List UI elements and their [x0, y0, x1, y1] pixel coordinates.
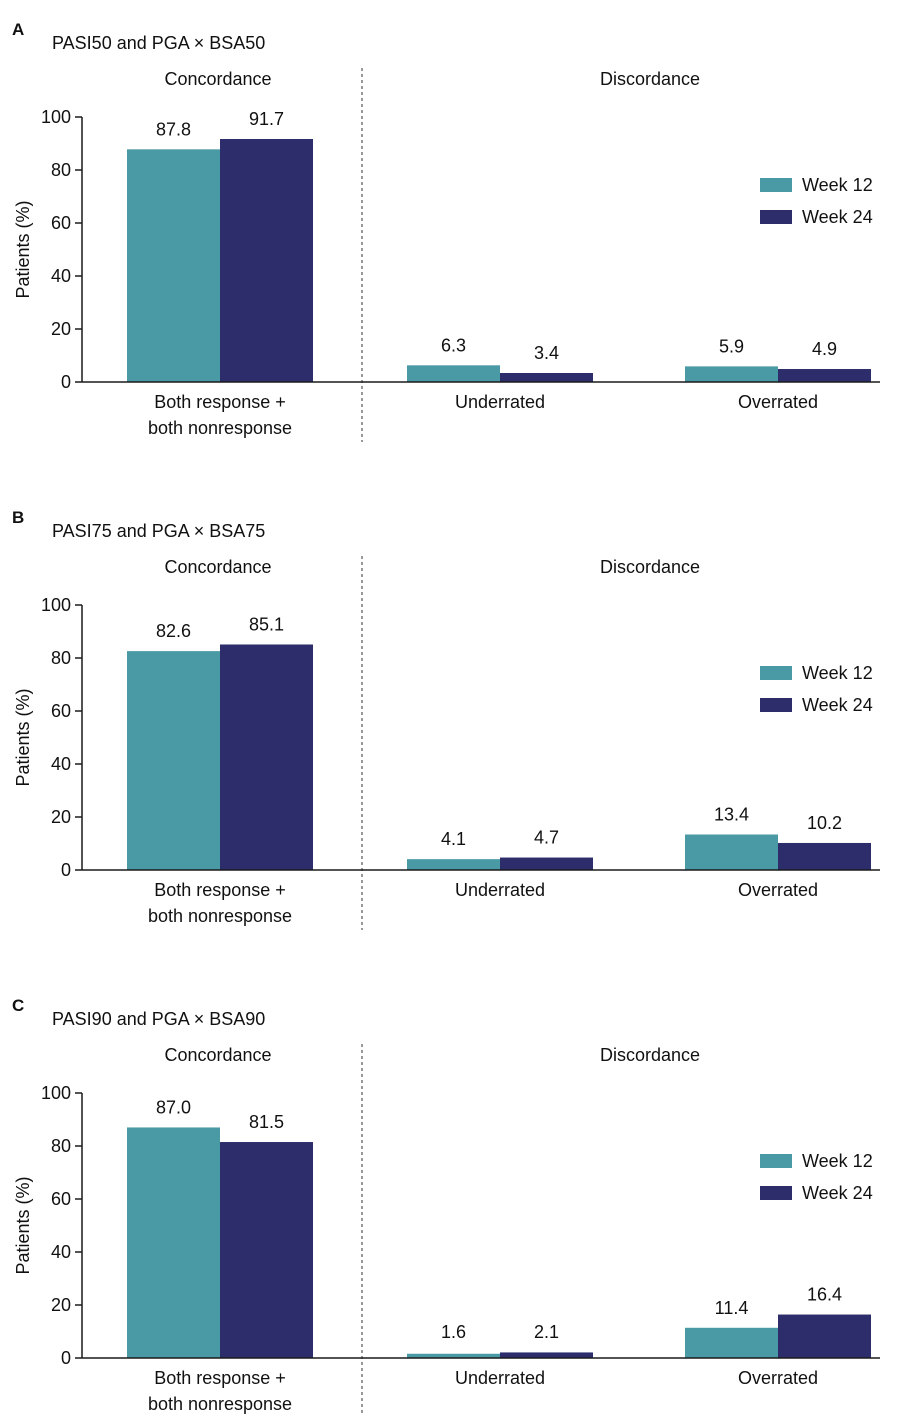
data-label: 10.2 [807, 813, 842, 833]
bar-week24-2 [778, 1314, 871, 1358]
y-tick-label: 40 [51, 1242, 71, 1262]
y-tick-label: 60 [51, 701, 71, 721]
panel-letter: B [12, 508, 24, 527]
legend-label: Week 24 [802, 695, 873, 715]
data-label: 91.7 [249, 109, 284, 129]
x-category-label: Underrated [455, 392, 545, 412]
legend-swatch-week24 [760, 1186, 792, 1200]
legend-label: Week 12 [802, 663, 873, 683]
data-label: 1.6 [441, 1322, 466, 1342]
bar-week24-0 [220, 644, 313, 870]
bar-week24-0 [220, 1142, 313, 1358]
chart-panel-a: A PASI50 and PGA × BSA50 Concordance Discor… [12, 20, 880, 442]
bar-week12-2 [685, 1327, 778, 1358]
y-tick-label: 100 [41, 595, 71, 615]
data-label: 4.9 [812, 339, 837, 359]
data-label: 4.1 [441, 829, 466, 849]
legend-label: Week 24 [802, 207, 873, 227]
bar-week24-0 [220, 138, 313, 382]
x-category-label: Both response + [154, 880, 286, 900]
y-tick-label: 0 [61, 1348, 71, 1368]
legend-label: Week 12 [802, 1151, 873, 1171]
bar-week24-1 [500, 1352, 593, 1358]
data-label: 87.8 [156, 119, 191, 139]
y-tick-label: 80 [51, 1136, 71, 1156]
data-label: 82.6 [156, 621, 191, 641]
legend-label: Week 24 [802, 1183, 873, 1203]
legend-label: Week 12 [802, 175, 873, 195]
section-label-discordance: Discordance [600, 557, 700, 577]
panel-title: PASI75 and PGA × BSA75 [52, 521, 265, 541]
data-label: 6.3 [441, 335, 466, 355]
x-category-label: Overrated [738, 1368, 818, 1388]
y-tick-label: 0 [61, 860, 71, 880]
y-tick-label: 60 [51, 213, 71, 233]
data-label: 16.4 [807, 1285, 842, 1305]
bar-week12-0 [127, 1127, 220, 1358]
bar-week12-1 [407, 1353, 500, 1358]
x-category-label: Both response + [154, 1368, 286, 1388]
bar-week12-0 [127, 149, 220, 382]
panel-title: PASI90 and PGA × BSA90 [52, 1009, 265, 1029]
data-label: 13.4 [714, 804, 749, 824]
y-tick-label: 20 [51, 1295, 71, 1315]
data-label: 3.4 [534, 343, 559, 363]
data-label: 81.5 [249, 1112, 284, 1132]
y-axis-label: Patients (%) [13, 1176, 33, 1274]
data-label: 85.1 [249, 614, 284, 634]
x-category-label: both nonresponse [148, 418, 292, 438]
legend-swatch-week12 [760, 1154, 792, 1168]
x-category-label: Both response + [154, 392, 286, 412]
section-label-concordance: Concordance [164, 1045, 271, 1065]
y-tick-label: 0 [61, 372, 71, 392]
data-label: 5.9 [719, 336, 744, 356]
data-label: 87.0 [156, 1097, 191, 1117]
y-axis-label: Patients (%) [13, 688, 33, 786]
bar-week12-1 [407, 859, 500, 870]
x-category-label: both nonresponse [148, 1394, 292, 1414]
data-label: 11.4 [715, 1298, 749, 1318]
section-label-concordance: Concordance [164, 69, 271, 89]
x-category-label: Underrated [455, 880, 545, 900]
bar-week24-1 [500, 372, 593, 382]
bar-week12-0 [127, 651, 220, 870]
section-label-discordance: Discordance [600, 1045, 700, 1065]
section-label-discordance: Discordance [600, 69, 700, 89]
y-axis-label: Patients (%) [13, 200, 33, 298]
x-category-label: Overrated [738, 392, 818, 412]
x-category-label: Underrated [455, 1368, 545, 1388]
legend-swatch-week12 [760, 666, 792, 680]
bar-week12-1 [407, 365, 500, 382]
panel-title: PASI50 and PGA × BSA50 [52, 33, 265, 53]
bar-week24-2 [778, 842, 871, 870]
y-tick-label: 100 [41, 1083, 71, 1103]
section-label-concordance: Concordance [164, 557, 271, 577]
data-label: 4.7 [534, 828, 559, 848]
y-tick-label: 20 [51, 319, 71, 339]
bar-week12-2 [685, 834, 778, 870]
y-tick-label: 100 [41, 107, 71, 127]
y-tick-label: 40 [51, 266, 71, 286]
chart-panel-b: B PASI75 and PGA × BSA75 Concordance Discor… [12, 508, 880, 930]
y-tick-label: 60 [51, 1189, 71, 1209]
legend-swatch-week12 [760, 178, 792, 192]
bar-week24-2 [778, 369, 871, 382]
x-category-label: Overrated [738, 880, 818, 900]
chart-panel-c: C PASI90 and PGA × BSA90 Concordance Discor… [12, 996, 880, 1416]
bar-week12-2 [685, 366, 778, 382]
bar-week24-1 [500, 857, 593, 870]
panel-letter: C [12, 996, 24, 1015]
y-tick-label: 40 [51, 754, 71, 774]
legend-swatch-week24 [760, 210, 792, 224]
y-tick-label: 80 [51, 160, 71, 180]
y-tick-label: 80 [51, 648, 71, 668]
legend-swatch-week24 [760, 698, 792, 712]
data-label: 2.1 [534, 1322, 559, 1342]
x-category-label: both nonresponse [148, 906, 292, 926]
y-tick-label: 20 [51, 807, 71, 827]
panel-letter: A [12, 20, 24, 39]
